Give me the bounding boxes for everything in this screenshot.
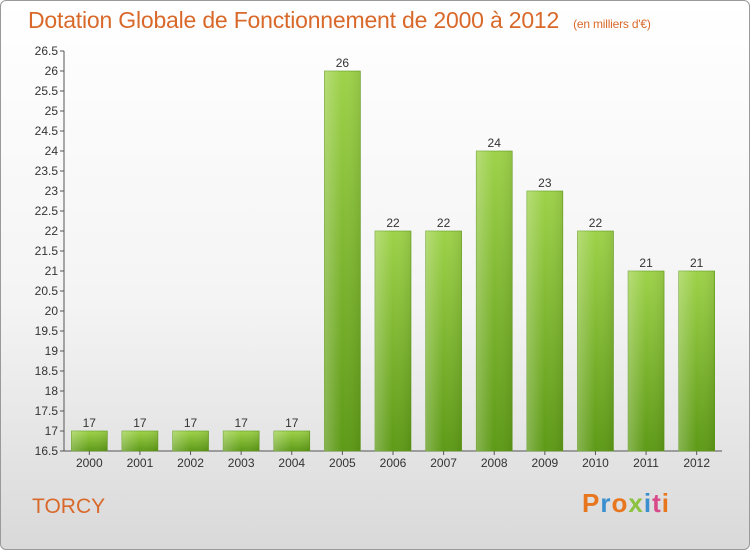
logo-letter: i: [643, 488, 653, 518]
y-tick-label: 20: [45, 304, 59, 318]
proxiti-logo: Proxiti: [582, 488, 670, 519]
bar-shine: [476, 151, 513, 451]
y-tick-label: 25.5: [35, 84, 59, 98]
y-tick-label: 18.5: [35, 364, 59, 378]
chart-subtitle: (en milliers d'€): [573, 17, 651, 31]
bar-value-label: 17: [133, 416, 147, 430]
y-tick-label: 23.5: [35, 164, 59, 178]
bar-shine: [223, 431, 260, 451]
logo-letter: x: [628, 488, 644, 518]
chart-title: Dotation Globale de Fonctionnement de 20…: [28, 7, 651, 34]
y-tick-label: 20.5: [35, 284, 59, 298]
bar-value-label: 17: [234, 416, 248, 430]
x-tick-label: 2008: [481, 456, 508, 470]
bar-value-label: 22: [437, 216, 451, 230]
bar-value-label: 26: [336, 56, 350, 70]
bar-value-label: 23: [538, 176, 552, 190]
logo-letter: r: [600, 488, 612, 518]
y-tick-label: 23: [45, 184, 59, 198]
bar-value-label: 24: [488, 136, 502, 150]
bar-value-label: 21: [690, 256, 704, 270]
y-tick-label: 16.5: [35, 444, 59, 458]
bar-value-label: 17: [285, 416, 299, 430]
x-tick-label: 2000: [76, 456, 103, 470]
bar-shine: [172, 431, 209, 451]
x-tick-label: 2011: [633, 456, 659, 470]
bar-shine: [273, 431, 310, 451]
x-tick-label: 2005: [329, 456, 356, 470]
logo-letter: P: [582, 488, 601, 518]
bar-shine: [425, 231, 462, 451]
x-tick-label: 2009: [531, 456, 558, 470]
x-tick-label: 2003: [228, 456, 255, 470]
logo-letter: t: [652, 488, 662, 518]
x-tick-label: 2007: [430, 456, 457, 470]
x-tick-label: 2002: [177, 456, 204, 470]
bar-shine: [628, 271, 665, 451]
y-tick-label: 17: [45, 424, 59, 438]
x-tick-label: 2012: [683, 456, 710, 470]
bar-shine: [324, 71, 361, 451]
x-tick-label: 2001: [127, 456, 154, 470]
y-tick-label: 24.5: [35, 124, 59, 138]
bar-shine: [71, 431, 108, 451]
bar-shine: [526, 191, 563, 451]
logo-letter: o: [611, 488, 629, 518]
bar-shine: [375, 231, 411, 451]
y-tick-label: 21.5: [35, 244, 59, 258]
y-tick-label: 18: [45, 384, 59, 398]
bar-value-label: 22: [386, 216, 400, 230]
y-tick-label: 24: [45, 144, 59, 158]
bar-shine: [121, 431, 158, 451]
y-tick-label: 17.5: [35, 404, 59, 418]
bar-shine: [577, 231, 614, 451]
bar-value-label: 22: [589, 216, 603, 230]
y-tick-label: 25: [45, 104, 59, 118]
y-tick-label: 19: [45, 344, 59, 358]
x-tick-label: 2006: [380, 456, 407, 470]
bar-value-label: 17: [83, 416, 97, 430]
x-tick-label: 2010: [582, 456, 609, 470]
bar-value-label: 21: [639, 256, 653, 270]
y-tick-label: 26: [45, 64, 59, 78]
bar-shine: [678, 271, 715, 451]
y-tick-label: 26.5: [35, 44, 59, 58]
y-tick-label: 21: [45, 264, 59, 278]
y-tick-label: 22.5: [35, 204, 59, 218]
y-tick-label: 22: [45, 224, 59, 238]
bar-chart: 16.5 17 17.5 18 18.5 19 19.5 20 20.5 21 21.5 22 22.5…: [35, 44, 722, 470]
x-tick-label: 2004: [278, 456, 305, 470]
place-name: TORCY: [32, 495, 106, 518]
y-tick-label: 19.5: [35, 324, 59, 338]
logo-letter: i: [661, 488, 670, 518]
bar-value-label: 17: [184, 416, 198, 430]
chart-title-text: Dotation Globale de Fonctionnement de 20…: [28, 7, 560, 33]
